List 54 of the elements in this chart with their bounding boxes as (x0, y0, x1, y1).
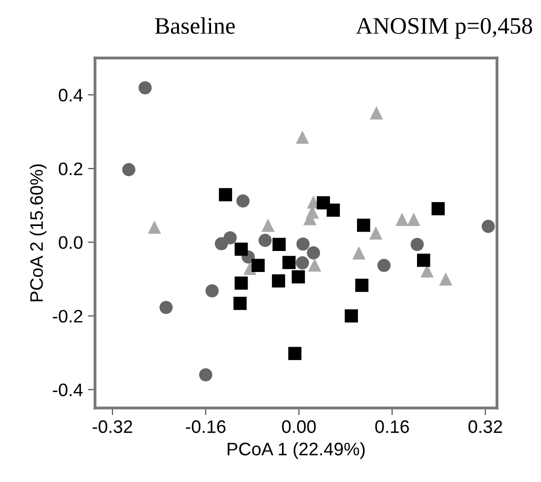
point (258, 234, 272, 247)
point (439, 272, 452, 286)
point (344, 309, 358, 322)
x-tick-label: 0.16 (375, 420, 409, 434)
point (395, 212, 409, 226)
chart-title: Baseline (155, 17, 235, 34)
point (224, 231, 237, 244)
point (410, 238, 424, 252)
point (138, 81, 152, 94)
point (432, 202, 445, 216)
point (148, 220, 162, 234)
point (292, 270, 305, 284)
point (288, 346, 302, 360)
point (417, 254, 430, 267)
point (296, 130, 309, 144)
x-tick-label: 0.00 (282, 420, 316, 434)
point (352, 246, 366, 260)
x-tick-label: 0.32 (468, 420, 502, 434)
point (482, 220, 495, 233)
point (236, 194, 250, 208)
x-tick-label: -0.32 (92, 420, 132, 434)
point (261, 218, 275, 232)
point (234, 276, 248, 290)
point (206, 284, 219, 298)
y-axis-title: PCoA 2 (15.60%) (30, 164, 47, 302)
y-tick-label: -0.2 (52, 310, 82, 323)
point (282, 256, 296, 270)
point (218, 188, 232, 202)
y-tick-label: 0.0 (58, 236, 82, 249)
x-tick-label: -0.16 (186, 420, 226, 434)
point (306, 246, 320, 260)
y-tick-label: -0.4 (52, 384, 83, 396)
point (234, 242, 248, 256)
y-tick-label: 0.4 (58, 88, 83, 102)
point (407, 212, 420, 226)
point (356, 218, 370, 232)
point (308, 258, 322, 272)
point (199, 368, 212, 382)
point (370, 106, 383, 120)
x-axis-title: PCoA 1 (22.49%) (228, 442, 365, 460)
point (296, 256, 309, 270)
point (272, 274, 286, 288)
point (159, 300, 173, 314)
point (252, 258, 265, 272)
point (377, 258, 391, 272)
point (326, 204, 340, 217)
y-tick-label: 0.2 (58, 162, 82, 176)
point (122, 163, 136, 176)
point (272, 238, 286, 252)
point (233, 296, 247, 310)
point (369, 226, 382, 240)
point (355, 278, 368, 292)
point (296, 237, 310, 251)
text: ANOSIM p=0,458 (356, 18, 532, 39)
